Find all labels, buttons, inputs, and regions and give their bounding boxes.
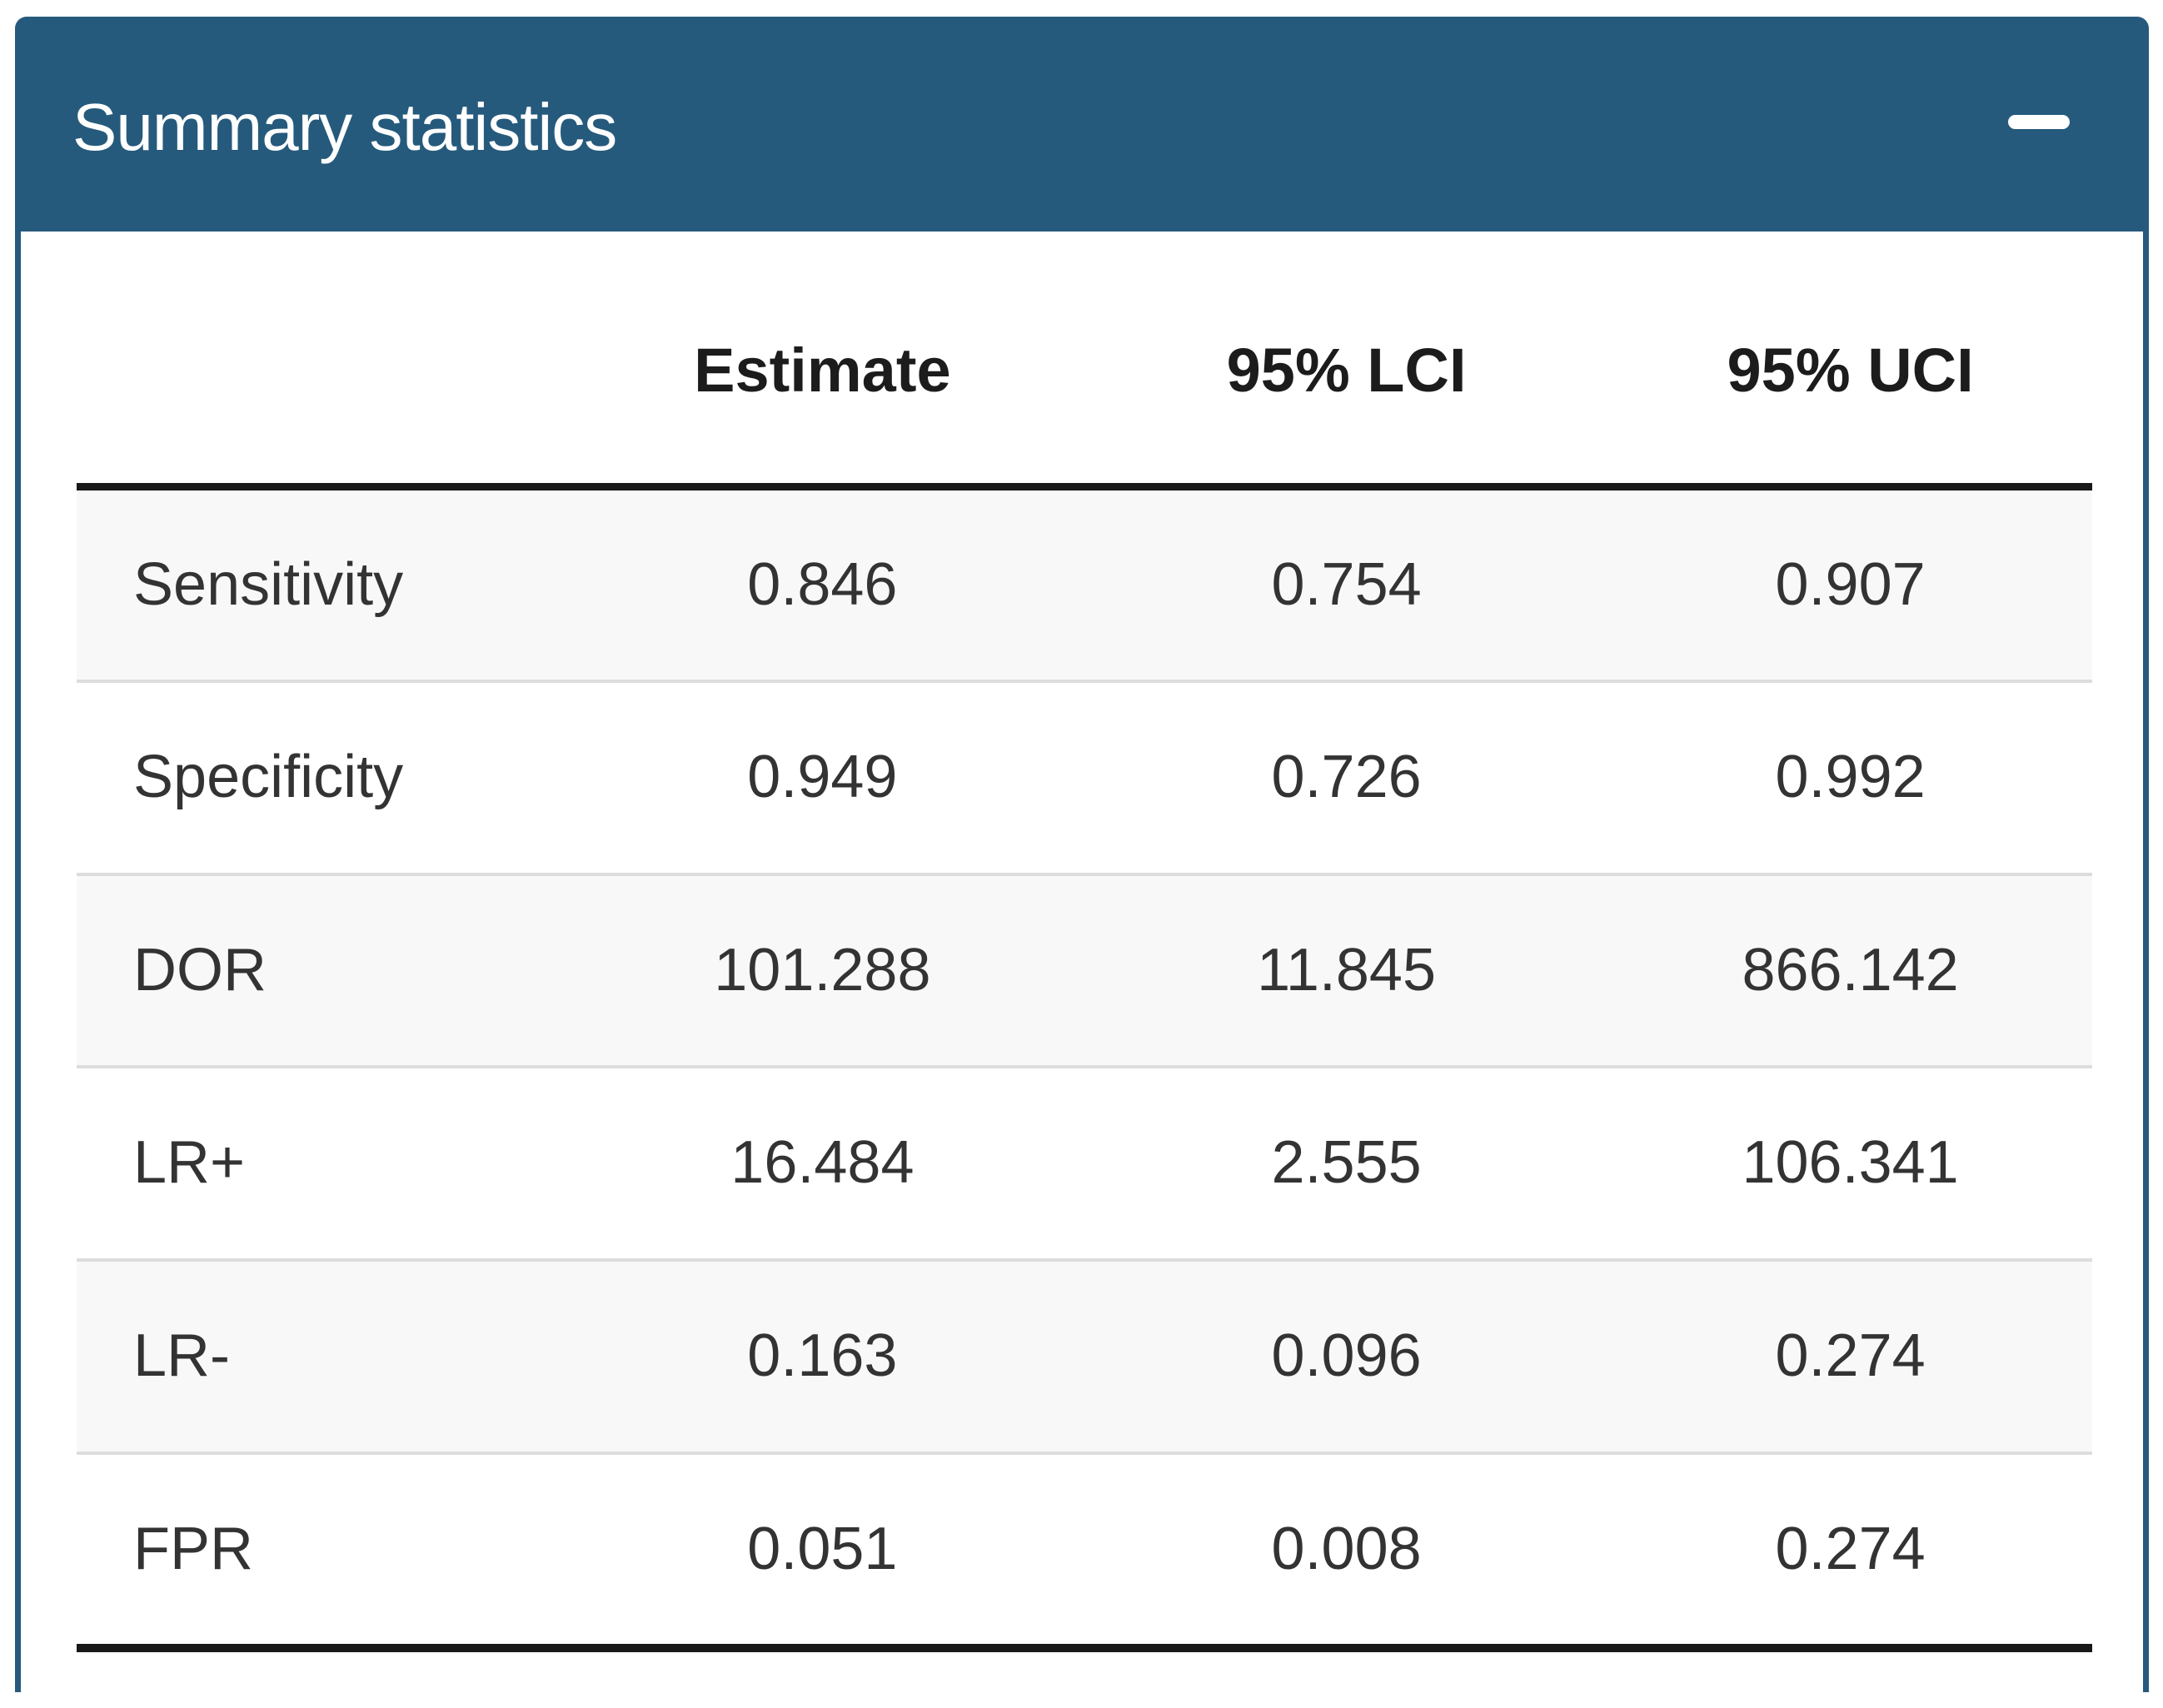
table-row-dor: DOR 101.288 11.845 866.142 <box>77 874 2092 1069</box>
table-row-lr-minus: LR- 0.163 0.096 0.274 <box>77 1260 2092 1455</box>
cell-uci: 866.142 <box>1608 874 2092 1069</box>
panel-body: Estimate 95% LCI 95% UCI Sensitivity 0.8… <box>21 232 2143 1695</box>
cell-estimate: 0.163 <box>560 1260 1084 1455</box>
table-row-sensitivity: Sensitivity 0.846 0.754 0.907 <box>77 486 2092 684</box>
row-label: DOR <box>77 874 561 1069</box>
collapse-panel-button[interactable] <box>2008 115 2070 129</box>
cell-estimate: 0.846 <box>560 486 1084 684</box>
cell-lci: 11.845 <box>1084 874 1609 1069</box>
table-row-fpr: FPR 0.051 0.008 0.274 <box>77 1452 2092 1653</box>
panel-title: Summary statistics <box>72 89 617 164</box>
row-label: FPR <box>77 1452 561 1653</box>
cell-uci: 0.274 <box>1608 1452 2092 1653</box>
cell-uci: 0.907 <box>1608 486 2092 684</box>
cell-lci: 0.008 <box>1084 1452 1609 1653</box>
panel-header[interactable]: Summary statistics <box>21 22 2143 232</box>
summary-statistics-panel: Summary statistics Estimate 95% LCI 95% … <box>15 17 2149 1695</box>
table-header-row: Estimate 95% LCI 95% UCI <box>77 232 2092 490</box>
cell-estimate: 16.484 <box>560 1067 1084 1262</box>
cell-lci: 2.555 <box>1084 1067 1609 1262</box>
row-label: LR- <box>77 1260 561 1455</box>
cell-estimate: 101.288 <box>560 874 1084 1069</box>
cell-lci: 0.096 <box>1084 1260 1609 1455</box>
summary-statistics-table: Estimate 95% LCI 95% UCI Sensitivity 0.8… <box>77 232 2092 1653</box>
cell-uci: 106.341 <box>1608 1067 2092 1262</box>
row-label: LR+ <box>77 1067 561 1262</box>
cell-estimate: 0.949 <box>560 681 1084 876</box>
cell-lci: 0.726 <box>1084 681 1609 876</box>
minus-icon <box>2008 115 2070 129</box>
table-row-specificity: Specificity 0.949 0.726 0.992 <box>77 681 2092 876</box>
column-header-estimate: Estimate <box>560 232 1084 490</box>
cell-lci: 0.754 <box>1084 486 1609 684</box>
row-label: Sensitivity <box>77 486 561 684</box>
table-row-lr-plus: LR+ 16.484 2.555 106.341 <box>77 1067 2092 1262</box>
row-label: Specificity <box>77 681 561 876</box>
column-header-95-lci: 95% LCI <box>1084 232 1609 490</box>
column-header-95-uci: 95% UCI <box>1608 232 2092 490</box>
column-header-metric <box>77 232 561 490</box>
cell-uci: 0.992 <box>1608 681 2092 876</box>
cell-uci: 0.274 <box>1608 1260 2092 1455</box>
cell-estimate: 0.051 <box>560 1452 1084 1653</box>
